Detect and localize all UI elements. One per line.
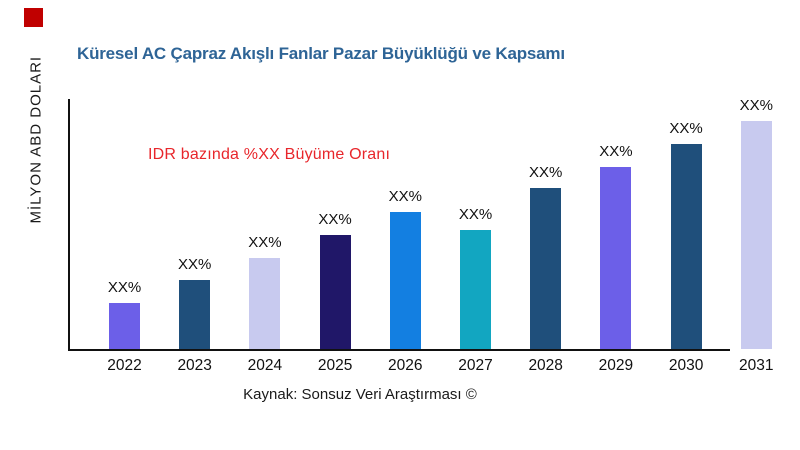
bar (530, 188, 562, 349)
x-tick-label: 2028 (528, 357, 563, 374)
bar (740, 121, 772, 349)
bar-value-label: XX% (318, 211, 352, 228)
bar-value-label: XX% (458, 206, 493, 223)
x-tick-label: 2022 (107, 357, 142, 374)
x-tick-label: 2031 (739, 357, 774, 374)
source-caption: Kaynak: Sonsuz Veri Araştırması © (243, 386, 477, 403)
bar-value-label: XX% (529, 164, 563, 181)
x-axis-line (68, 349, 730, 351)
y-axis-line (68, 99, 70, 351)
bar (389, 212, 421, 349)
bar-value-label: XX% (739, 97, 773, 114)
x-tick-label: 2023 (177, 357, 212, 374)
bar-value-label: XX% (388, 188, 422, 205)
bar (600, 167, 632, 349)
bar (249, 258, 281, 349)
bar (179, 280, 211, 349)
bar-value-label: XX% (599, 143, 633, 160)
growth-annotation: IDR bazında %XX Büyüme Oranı (148, 146, 391, 163)
x-tick-label: 2026 (388, 357, 423, 374)
x-tick-label: 2029 (598, 357, 634, 374)
bar-value-label: XX% (107, 279, 142, 296)
bar (109, 303, 140, 349)
chart-title: Küresel AC Çapraz Akışlı Fanlar Pazar Bü… (77, 44, 565, 63)
logo-mark (24, 8, 43, 27)
x-tick-label: 2024 (247, 357, 283, 374)
x-tick-label: 2025 (317, 357, 353, 374)
bar (319, 235, 351, 349)
bar-value-label: XX% (669, 120, 703, 137)
y-axis-label: MİLYON ABD DOLARI (27, 55, 45, 224)
x-tick-label: 2027 (458, 357, 493, 374)
bar-value-label: XX% (248, 234, 282, 251)
bar (460, 230, 491, 349)
bar-value-label: XX% (178, 256, 212, 273)
x-tick-label: 2030 (668, 357, 704, 374)
bar (670, 144, 702, 349)
